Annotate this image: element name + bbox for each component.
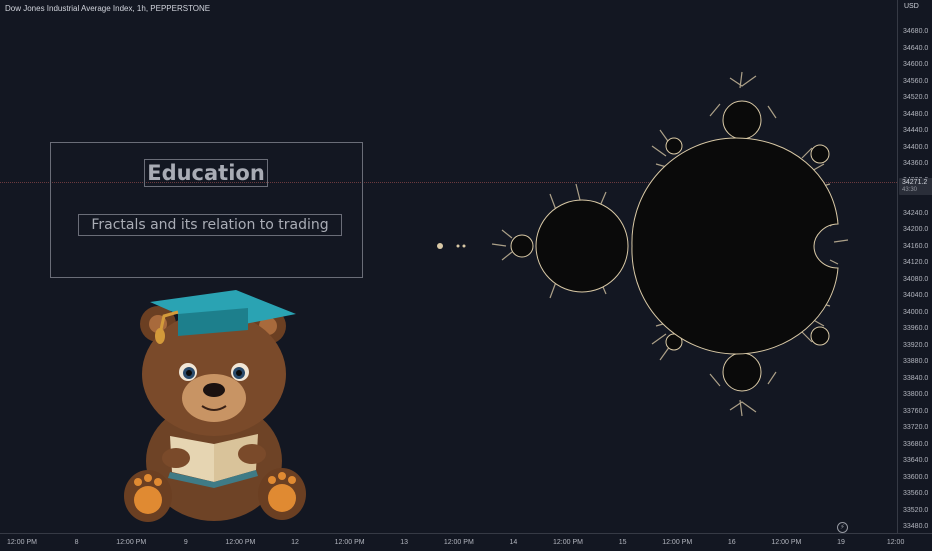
price-tick: 34400.0 (903, 143, 929, 151)
time-tick: 13 (400, 539, 409, 546)
symbol-title[interactable]: Dow Jones Industrial Average Index, 1h, … (5, 4, 211, 13)
price-tick: 34240.0 (903, 209, 929, 217)
currency-label: USD (904, 3, 919, 10)
time-tick: 15 (618, 539, 627, 546)
time-tick: 14 (509, 539, 518, 546)
price-tick: 34000.0 (903, 308, 929, 316)
price-tick: 33680.0 (903, 440, 929, 448)
price-tick: 34160.0 (903, 242, 929, 250)
time-tick: 12:00 PM (443, 539, 474, 546)
time-tick: 9 (183, 539, 188, 546)
price-tick: 34520.0 (903, 94, 929, 101)
price-tick: 33960.0 (903, 325, 929, 332)
chart-area[interactable]: Dow Jones Industrial Average Index, 1h, … (0, 0, 897, 533)
time-tick: 16 (727, 539, 736, 546)
time-tick: 12 (291, 539, 299, 546)
price-scale[interactable]: USD 34680.0 34640.0 34600.0 34560.0 34520.0 3… (897, 0, 932, 547)
price-tick: 34480.0 (903, 110, 929, 118)
time-tick: 12:00 PM (7, 539, 37, 546)
time-tick: 12:00 (886, 539, 905, 546)
price-tick: 34120.0 (903, 259, 929, 266)
price-tick: 34440.0 (903, 127, 929, 134)
current-price-value: 34271.2 (902, 179, 928, 186)
annotation-title[interactable]: Education (144, 159, 268, 187)
current-price-badge: 34271.2 43:30 (899, 178, 932, 195)
price-tick: 33720.0 (903, 424, 929, 431)
price-tick: 34640.0 (903, 44, 929, 52)
price-tick: 33600.0 (903, 473, 929, 481)
bar-countdown: 43:30 (902, 187, 918, 193)
bear-student-illustration (124, 290, 306, 522)
time-tick: 19 (837, 539, 845, 546)
price-tick: 34360.0 (903, 160, 929, 167)
price-tick: 33480.0 (903, 523, 929, 530)
price-tick: 34040.0 (903, 292, 929, 299)
price-tick: 34200.0 (903, 226, 929, 233)
price-tick: 34600.0 (903, 61, 929, 68)
time-tick: 12:00 PM (116, 539, 147, 546)
price-tick: 33840.0 (903, 374, 929, 382)
price-tick: 34080.0 (903, 275, 929, 283)
annotation-subtitle[interactable]: Fractals and its relation to trading (78, 214, 342, 236)
price-tick: 33640.0 (903, 457, 929, 464)
time-tick: 12:00 PM (662, 539, 693, 546)
price-tick: 34560.0 (903, 77, 929, 85)
price-tick: 33920.0 (903, 341, 929, 349)
price-tick: 33560.0 (903, 490, 929, 497)
price-tick: 33880.0 (903, 358, 929, 365)
time-tick: 12:00 PM (225, 539, 256, 546)
price-tick: 33520.0 (903, 506, 929, 514)
education-annotation-box[interactable]: Education Fractals and its relation to t… (50, 142, 363, 278)
time-tick: 8 (74, 539, 79, 546)
time-tick: 12:00 PM (334, 539, 365, 546)
price-tick: 34680.0 (903, 28, 929, 35)
lightning-icon[interactable]: ⚡ (837, 522, 848, 533)
time-axis[interactable]: 12:00 PM 8 12:00 PM 9 12:00 PM 12 12:00 PM 13 12… (0, 533, 932, 551)
time-tick: 12:00 PM (771, 539, 802, 546)
current-price-line (0, 182, 897, 183)
mandelbrot-fractal-drawing (437, 71, 849, 417)
price-tick: 33800.0 (903, 391, 929, 398)
time-tick: 12:00 PM (553, 539, 583, 546)
price-tick: 33760.0 (903, 407, 929, 415)
